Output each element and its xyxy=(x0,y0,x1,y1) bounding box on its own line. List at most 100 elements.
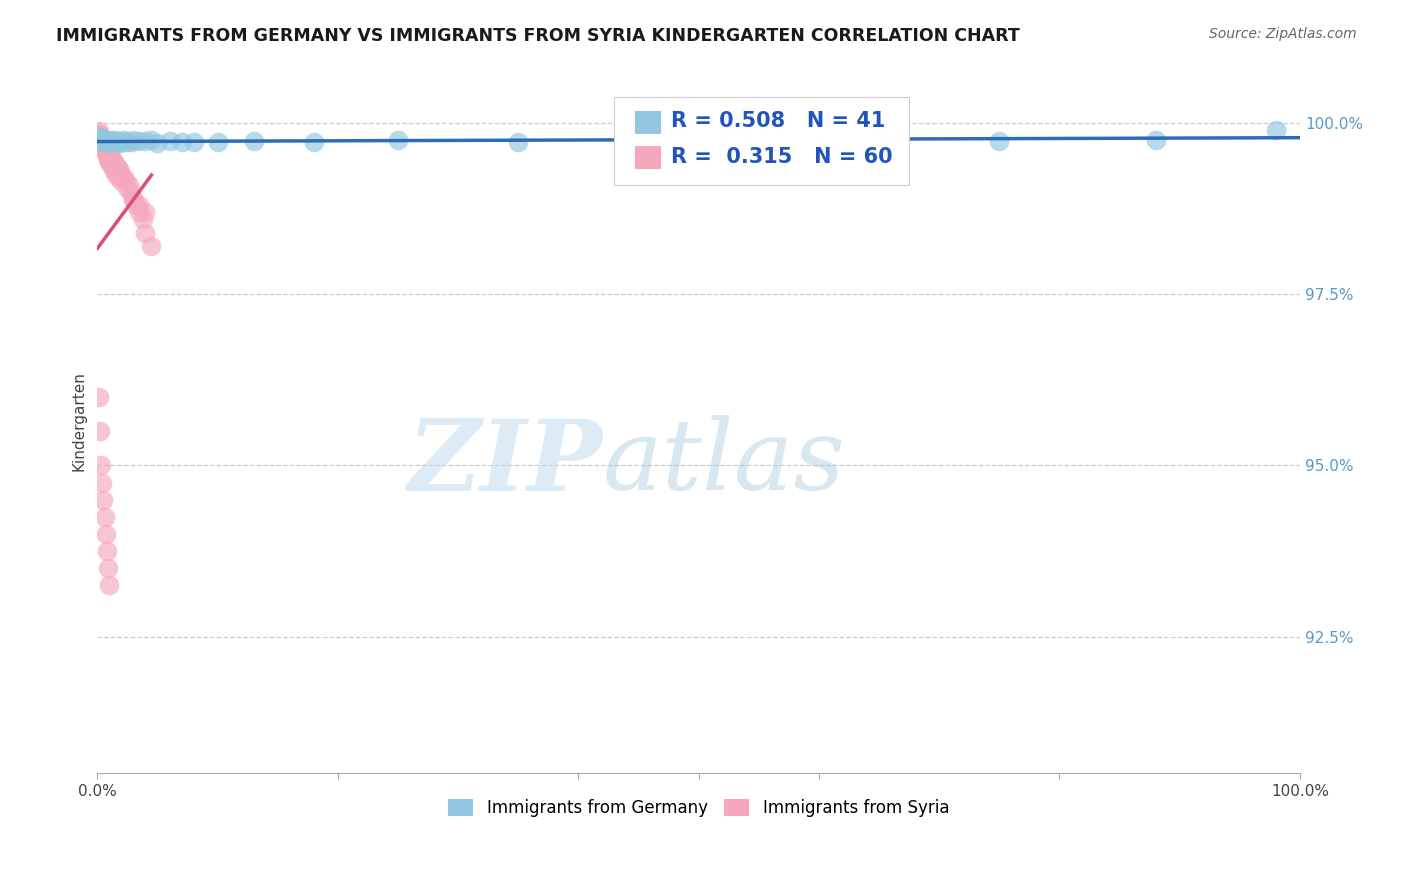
Point xyxy=(89,424,111,438)
Point xyxy=(1144,133,1167,147)
Point xyxy=(242,134,264,148)
Point xyxy=(100,157,122,171)
Point xyxy=(104,165,127,179)
Point xyxy=(100,133,122,147)
Y-axis label: Kindergarten: Kindergarten xyxy=(72,371,86,471)
Point xyxy=(104,133,127,147)
Point xyxy=(108,162,131,177)
Point xyxy=(87,127,110,141)
Text: ZIP: ZIP xyxy=(408,415,603,511)
Text: Source: ZipAtlas.com: Source: ZipAtlas.com xyxy=(1209,27,1357,41)
Point xyxy=(103,156,125,170)
Point xyxy=(128,198,150,212)
Point xyxy=(105,135,128,149)
Point xyxy=(107,169,129,184)
Point xyxy=(87,124,110,138)
Point xyxy=(101,135,124,149)
Point xyxy=(98,136,121,150)
Point xyxy=(94,145,117,160)
Point xyxy=(112,133,135,147)
Text: R =  0.315   N = 60: R = 0.315 N = 60 xyxy=(671,146,893,167)
Point xyxy=(93,139,115,153)
Point xyxy=(107,136,129,150)
Point xyxy=(108,136,131,150)
Point xyxy=(146,136,169,150)
Point xyxy=(91,136,114,150)
Point xyxy=(110,136,132,150)
Bar xyxy=(636,111,661,134)
Point xyxy=(101,153,124,168)
Point xyxy=(115,174,138,188)
Point xyxy=(117,178,139,192)
Point xyxy=(132,212,155,227)
Point xyxy=(122,192,145,206)
Point xyxy=(141,239,163,253)
Point xyxy=(134,134,156,148)
Point xyxy=(134,205,156,219)
Point xyxy=(103,134,125,148)
Point xyxy=(87,390,110,404)
Point xyxy=(107,161,129,175)
Point xyxy=(96,145,118,159)
Point xyxy=(105,159,128,173)
Point xyxy=(508,135,530,149)
Point xyxy=(110,168,132,182)
Point xyxy=(94,144,117,158)
Point xyxy=(120,185,142,199)
Point xyxy=(120,136,142,150)
Point xyxy=(101,162,124,177)
Point xyxy=(96,149,118,163)
Point xyxy=(387,133,409,147)
Point xyxy=(89,130,111,145)
Legend: Immigrants from Germany, Immigrants from Syria: Immigrants from Germany, Immigrants from… xyxy=(440,790,957,825)
Point xyxy=(97,134,120,148)
Point xyxy=(89,133,111,147)
Point xyxy=(128,134,150,148)
Point xyxy=(97,153,120,167)
Point xyxy=(89,128,111,143)
FancyBboxPatch shape xyxy=(614,96,910,185)
Point xyxy=(90,458,112,473)
Point xyxy=(110,174,132,188)
Point xyxy=(159,134,181,148)
Point xyxy=(748,133,770,147)
Text: R = 0.508   N = 41: R = 0.508 N = 41 xyxy=(671,112,886,131)
Point xyxy=(988,134,1011,148)
Point xyxy=(90,133,112,147)
Point xyxy=(93,492,115,507)
Point xyxy=(96,544,118,558)
Point xyxy=(93,133,115,147)
Point xyxy=(93,509,115,524)
Point xyxy=(170,136,193,150)
Point xyxy=(122,133,145,147)
Point xyxy=(93,136,115,150)
Point xyxy=(141,133,163,147)
Point xyxy=(91,475,114,490)
Point xyxy=(128,205,150,219)
Point xyxy=(112,171,135,186)
Point xyxy=(98,155,121,169)
Point xyxy=(98,578,121,592)
Point xyxy=(97,147,120,161)
Point xyxy=(117,181,139,195)
Point xyxy=(93,140,115,154)
Point xyxy=(93,138,115,153)
Point xyxy=(91,131,114,145)
Point xyxy=(134,226,156,240)
Point xyxy=(96,135,118,149)
Point xyxy=(90,130,112,145)
Text: IMMIGRANTS FROM GERMANY VS IMMIGRANTS FROM SYRIA KINDERGARTEN CORRELATION CHART: IMMIGRANTS FROM GERMANY VS IMMIGRANTS FR… xyxy=(56,27,1019,45)
Point xyxy=(91,136,114,151)
Point xyxy=(125,198,148,212)
Bar xyxy=(636,146,661,169)
Point xyxy=(100,151,122,165)
Point xyxy=(868,135,890,149)
Point xyxy=(1265,123,1288,137)
Point xyxy=(108,134,131,148)
Point xyxy=(97,561,120,575)
Point xyxy=(90,132,112,146)
Text: atlas: atlas xyxy=(603,416,845,511)
Point xyxy=(98,149,121,163)
Point xyxy=(101,136,124,150)
Point xyxy=(302,135,325,149)
